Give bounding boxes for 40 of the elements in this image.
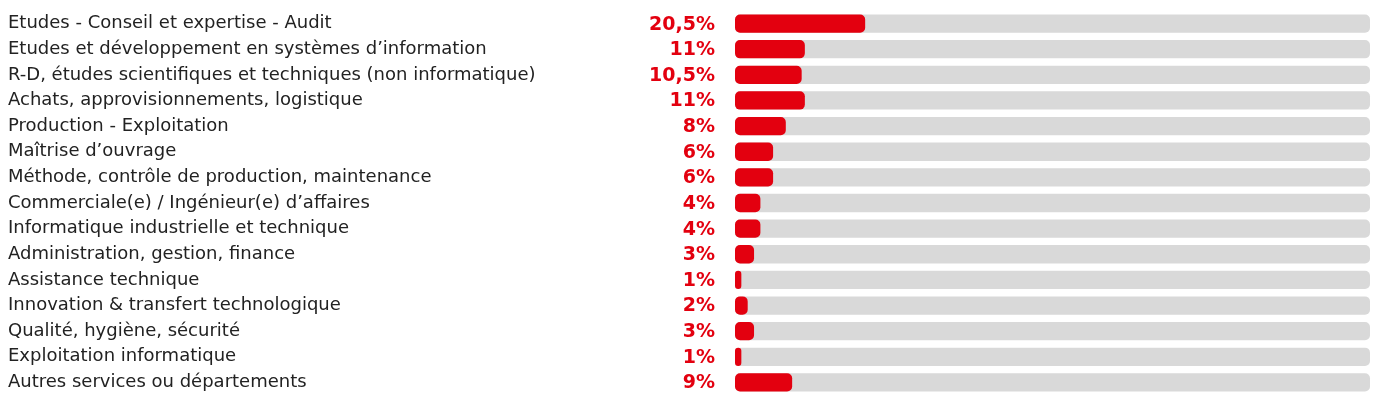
bar bbox=[735, 14, 866, 33]
bar bbox=[735, 168, 774, 187]
y-tick-label: Production - Exploitation bbox=[8, 113, 229, 135]
data-label: 6% bbox=[682, 165, 715, 188]
y-tick-label: Achats, approvisionnements, logistique bbox=[8, 88, 363, 110]
y-tick-label: Etudes et développement en systèmes d’information bbox=[8, 36, 487, 58]
bar bbox=[735, 142, 774, 161]
data-label: 2% bbox=[682, 293, 715, 316]
y-tick-label: R-D, études scientifiques et techniques (non informatique) bbox=[8, 62, 536, 84]
data-label: 11% bbox=[669, 37, 715, 60]
y-tick-label: Administration, gestion, finance bbox=[8, 241, 296, 263]
data-label: 4% bbox=[682, 216, 715, 239]
y-tick-label: Qualité, hygiène, sécurité bbox=[8, 318, 240, 340]
data-label: 1% bbox=[682, 267, 715, 290]
y-tick-label: Autres services ou départements bbox=[8, 370, 307, 392]
y-tick-label: Commerciale(e) / Ingénieur(e) d’affaires bbox=[8, 190, 370, 212]
bar bbox=[735, 219, 761, 238]
data-label: 3% bbox=[682, 242, 715, 265]
data-label: 6% bbox=[682, 139, 715, 162]
y-tick-label: Etudes - Conseil et expertise - Audit bbox=[8, 11, 332, 33]
y-tick-label: Maîtrise d’ouvrage bbox=[8, 139, 177, 161]
data-label: 20,5% bbox=[649, 11, 715, 34]
data-label: 1% bbox=[682, 344, 715, 367]
y-tick-label: Méthode, contrôle de production, maintenance bbox=[8, 165, 432, 187]
y-tick-label: Innovation & transfert technologique bbox=[8, 293, 341, 315]
bar bbox=[735, 193, 761, 213]
y-tick-label: Exploitation informatique bbox=[8, 344, 237, 366]
bar bbox=[735, 116, 786, 136]
bar bbox=[735, 373, 793, 392]
y-tick-label: Informatique industrielle et technique bbox=[8, 216, 349, 238]
y-tick-label: Assistance technique bbox=[8, 267, 200, 289]
bar bbox=[735, 65, 802, 84]
data-label: 11% bbox=[669, 88, 715, 111]
bar bbox=[735, 40, 805, 59]
data-label: 10,5% bbox=[649, 62, 715, 85]
bar bbox=[735, 91, 805, 110]
data-label: 3% bbox=[682, 319, 715, 342]
data-label: 4% bbox=[682, 190, 715, 213]
data-label: 9% bbox=[682, 370, 715, 393]
data-label: 8% bbox=[682, 114, 715, 137]
